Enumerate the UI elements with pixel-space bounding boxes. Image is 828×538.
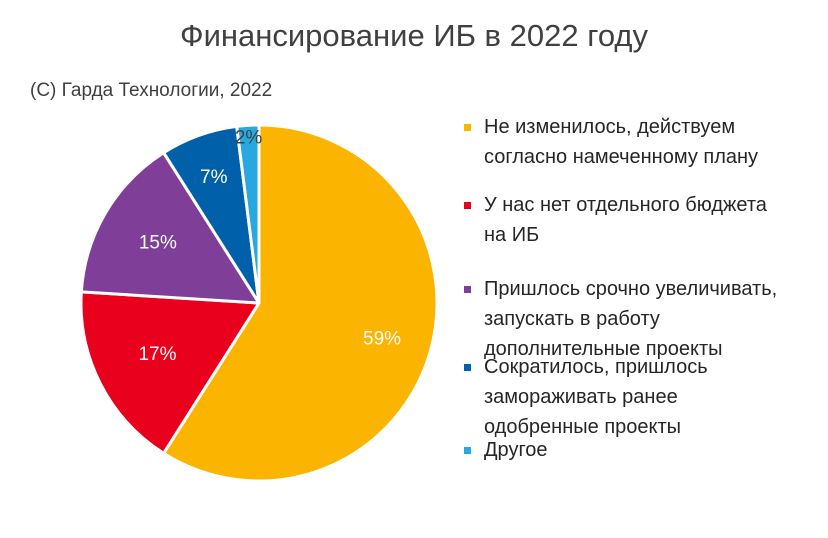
data-label-increased: 15% <box>139 233 177 254</box>
data-label-no-budget: 17% <box>138 344 176 365</box>
legend-label-increased: Пришлось срочно увеличивать, запускать в… <box>484 278 778 360</box>
chart-title: Финансирование ИБ в 2022 году <box>180 18 648 53</box>
legend-item-other: Другое <box>464 435 814 465</box>
data-label-other: 2% <box>235 127 263 148</box>
legend-item-reduced: Сократилось, пришлось замораживать ранее… <box>464 352 814 442</box>
data-label-unchanged: 59% <box>363 328 401 349</box>
data-label-reduced: 7% <box>200 167 228 188</box>
pie-slice-other <box>235 123 261 305</box>
pie-slice-increased <box>79 151 261 305</box>
pie-slice-no-budget <box>79 290 261 455</box>
legend-marker-no-budget <box>464 202 471 209</box>
legend-marker-reduced <box>464 364 471 371</box>
legend-label-other: Другое <box>484 439 548 461</box>
pie-slice-unchanged <box>162 123 439 483</box>
legend-marker-unchanged <box>464 124 471 131</box>
legend-item-no-budget: У нас нет отдельного бюджета на ИБ <box>464 190 814 250</box>
legend-marker-increased <box>464 286 471 293</box>
legend-label-reduced: Сократилось, пришлось замораживать ранее… <box>484 356 708 438</box>
legend-item-increased: Пришлось срочно увеличивать, запускать в… <box>464 274 814 364</box>
legend-label-no-budget: У нас нет отдельного бюджета на ИБ <box>484 194 767 246</box>
legend-item-unchanged: Не изменилось, действуем согласно намече… <box>464 112 814 172</box>
legend-label-unchanged: Не изменилось, действуем согласно намече… <box>484 116 759 168</box>
chart-subtitle: (C) Гарда Технологии, 2022 <box>30 80 273 101</box>
legend-marker-other <box>464 447 471 454</box>
